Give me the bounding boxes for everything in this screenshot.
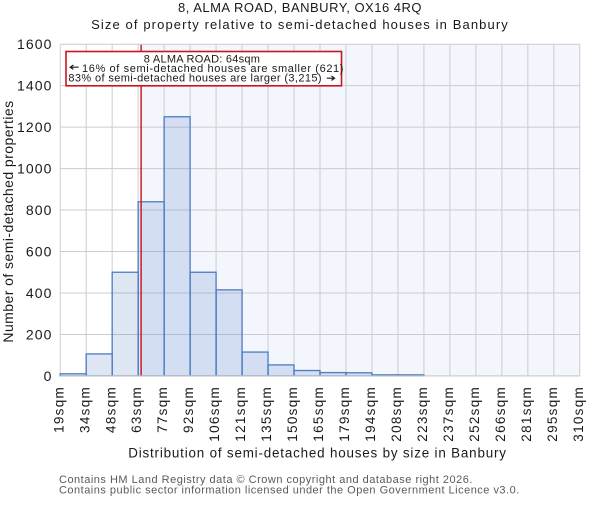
- svg-text:252sqm: 252sqm: [467, 386, 482, 442]
- svg-text:92sqm: 92sqm: [181, 386, 196, 433]
- svg-text:150sqm: 150sqm: [285, 386, 300, 442]
- svg-text:200: 200: [26, 326, 53, 342]
- svg-text:1400: 1400: [17, 78, 53, 94]
- svg-text:135sqm: 135sqm: [259, 386, 274, 442]
- svg-text:179sqm: 179sqm: [337, 386, 352, 442]
- svg-text:310sqm: 310sqm: [571, 386, 586, 442]
- svg-text:34sqm: 34sqm: [77, 386, 92, 433]
- svg-text:1200: 1200: [17, 119, 53, 135]
- svg-text:400: 400: [26, 285, 53, 301]
- svg-text:237sqm: 237sqm: [441, 386, 456, 442]
- svg-text:8, ALMA ROAD, BANBURY, OX16 4R: 8, ALMA ROAD, BANBURY, OX16 4RQ: [178, 0, 422, 15]
- svg-text:281sqm: 281sqm: [519, 386, 534, 442]
- svg-text:295sqm: 295sqm: [545, 386, 560, 442]
- svg-text:19sqm: 19sqm: [51, 386, 66, 433]
- svg-text:121sqm: 121sqm: [233, 386, 248, 442]
- svg-text:1600: 1600: [17, 36, 53, 52]
- svg-text:Number of semi-detached proper: Number of semi-detached properties: [0, 100, 16, 342]
- svg-text:194sqm: 194sqm: [363, 386, 378, 442]
- svg-text:208sqm: 208sqm: [389, 386, 404, 442]
- svg-text:Contains public sector informa: Contains public sector information licen…: [59, 485, 520, 497]
- svg-text:Size of property relative to s: Size of property relative to semi-detach…: [91, 17, 509, 32]
- svg-text:8 ALMA ROAD: 64sqm: 8 ALMA ROAD: 64sqm: [144, 54, 260, 66]
- svg-text:106sqm: 106sqm: [207, 386, 222, 442]
- svg-text:77sqm: 77sqm: [155, 386, 170, 433]
- svg-text:83% of semi-detached houses ar: 83% of semi-detached houses are larger (…: [68, 72, 322, 84]
- svg-text:0: 0: [44, 368, 53, 384]
- svg-text:223sqm: 223sqm: [415, 386, 430, 442]
- svg-text:1000: 1000: [17, 161, 53, 177]
- svg-text:63sqm: 63sqm: [129, 386, 144, 433]
- svg-text:266sqm: 266sqm: [493, 386, 508, 442]
- svg-text:165sqm: 165sqm: [311, 386, 326, 442]
- svg-text:Distribution of semi-detached: Distribution of semi-detached houses by …: [128, 446, 507, 461]
- svg-text:800: 800: [26, 202, 53, 218]
- svg-text:48sqm: 48sqm: [103, 386, 118, 433]
- svg-text:Contains HM Land Registry data: Contains HM Land Registry data © Crown c…: [59, 474, 473, 486]
- svg-text:16% of semi-detached houses ar: 16% of semi-detached houses are smaller …: [82, 63, 344, 75]
- svg-text:600: 600: [26, 244, 53, 260]
